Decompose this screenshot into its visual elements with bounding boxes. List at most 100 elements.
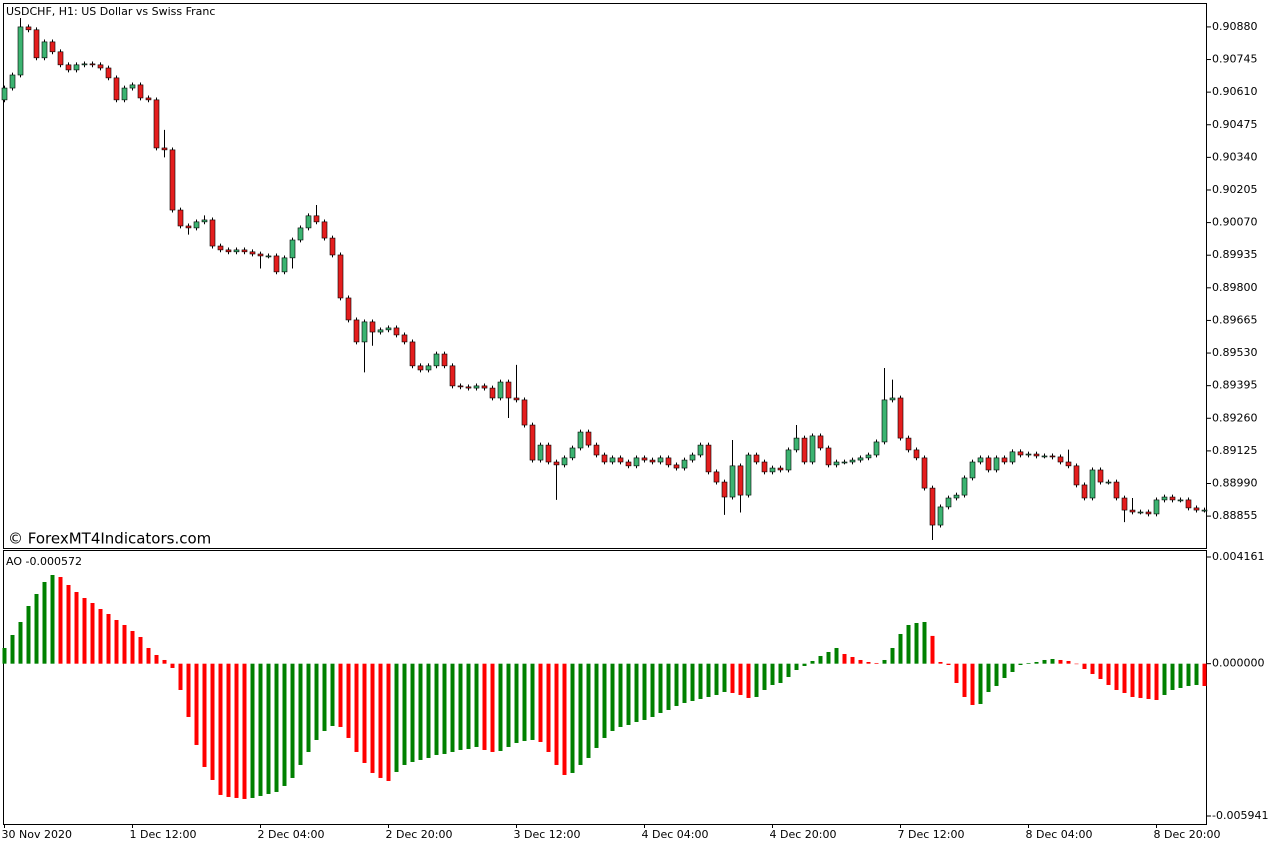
candle-body bbox=[17, 26, 24, 76]
ao-bar bbox=[698, 663, 703, 699]
ao-bar bbox=[554, 663, 559, 765]
candle-body bbox=[185, 225, 192, 229]
ao-bar bbox=[1026, 662, 1031, 664]
ao-bar bbox=[346, 663, 351, 738]
ao-bar bbox=[170, 663, 175, 668]
candle-body bbox=[561, 457, 568, 466]
ao-bar bbox=[490, 663, 495, 752]
y-tick-label: 0.90205 bbox=[1212, 183, 1258, 196]
candle-body bbox=[985, 457, 992, 471]
candle-body bbox=[281, 257, 288, 273]
candle-body bbox=[457, 385, 464, 388]
ao-bar bbox=[1018, 663, 1023, 665]
y-tick-label: 0.89935 bbox=[1212, 248, 1258, 261]
candle-body bbox=[241, 249, 248, 253]
ao-bar bbox=[938, 661, 943, 664]
ao-bar bbox=[498, 663, 503, 751]
ao-bar bbox=[162, 659, 167, 664]
candle-body bbox=[1169, 496, 1176, 501]
candle-body bbox=[945, 497, 952, 508]
candle-body bbox=[273, 255, 280, 273]
ao-bar bbox=[402, 663, 407, 765]
chart-title: USDCHF, H1: US Dollar vs Swiss Franc bbox=[6, 5, 215, 18]
x-tick-label: 8 Dec 20:00 bbox=[1154, 828, 1221, 841]
candle-body bbox=[321, 221, 328, 239]
ao-bar bbox=[778, 663, 783, 683]
ao-bar bbox=[618, 663, 623, 727]
candle-body bbox=[417, 365, 424, 371]
ao-bar bbox=[138, 636, 143, 664]
ao-bar bbox=[234, 663, 239, 798]
candle-body bbox=[441, 353, 448, 367]
ao-bar bbox=[1066, 660, 1071, 664]
candle-body bbox=[817, 435, 824, 449]
candle-body bbox=[465, 386, 472, 389]
ao-bar bbox=[482, 663, 487, 750]
candle-body bbox=[257, 253, 264, 257]
candle-body bbox=[569, 447, 576, 459]
ao-bar bbox=[1034, 661, 1039, 664]
candle-body bbox=[401, 334, 408, 343]
ao-bar bbox=[642, 663, 647, 720]
ao-bar bbox=[874, 662, 879, 664]
ao-bar bbox=[74, 591, 79, 664]
ao-bar bbox=[1170, 663, 1175, 690]
candle-body bbox=[977, 457, 984, 463]
y-tick-label: 0.90745 bbox=[1212, 53, 1258, 66]
ao-bar bbox=[858, 659, 863, 664]
ao-bar bbox=[802, 663, 807, 666]
candle-body bbox=[153, 99, 160, 149]
candle-body bbox=[193, 221, 200, 229]
ao-bar bbox=[362, 663, 367, 763]
candle-body bbox=[145, 97, 152, 101]
y-tick-label: 0.000000 bbox=[1212, 657, 1265, 670]
candle-body bbox=[961, 477, 968, 496]
y-tick-label: 0.88990 bbox=[1212, 476, 1258, 489]
candle-body bbox=[729, 465, 736, 498]
candle-body bbox=[761, 461, 768, 473]
ao-bar bbox=[266, 663, 271, 794]
ao-bar bbox=[762, 663, 767, 690]
candle-body bbox=[1137, 511, 1144, 514]
candle-body bbox=[505, 381, 512, 399]
ao-bar bbox=[786, 663, 791, 677]
ao-bar bbox=[1162, 663, 1167, 695]
ao-bar bbox=[626, 663, 631, 725]
candle-body bbox=[361, 321, 368, 343]
ao-bar bbox=[1146, 663, 1151, 699]
candle-body bbox=[1065, 461, 1072, 467]
ao-bar bbox=[562, 663, 567, 775]
ao-bar bbox=[306, 663, 311, 752]
ao-bar bbox=[378, 663, 383, 778]
ao-bar bbox=[314, 663, 319, 740]
candle-body bbox=[545, 444, 552, 463]
ao-bar bbox=[250, 663, 255, 798]
candle-body bbox=[785, 449, 792, 471]
candle-body bbox=[1201, 509, 1208, 512]
candle-body bbox=[697, 444, 704, 456]
ao-bar bbox=[842, 653, 847, 664]
candle-body bbox=[177, 209, 184, 227]
ao-bar bbox=[1098, 663, 1103, 679]
candle-body bbox=[265, 255, 272, 258]
ao-bar bbox=[538, 663, 543, 742]
ao-bar bbox=[970, 663, 975, 705]
ao-bar bbox=[666, 663, 671, 710]
ao-bar bbox=[1050, 658, 1055, 664]
ao-bar bbox=[450, 663, 455, 752]
ao-bar bbox=[922, 621, 927, 664]
ao-bar bbox=[442, 663, 447, 754]
y-tick-label: 0.89395 bbox=[1212, 379, 1258, 392]
ao-bar bbox=[1058, 659, 1063, 664]
ao-bar bbox=[322, 663, 327, 731]
candle-body bbox=[1, 87, 8, 101]
candle-body bbox=[1161, 496, 1168, 501]
candle-body bbox=[641, 457, 648, 461]
candle-body bbox=[337, 254, 344, 299]
candle-body bbox=[225, 249, 232, 253]
candle-body bbox=[657, 457, 664, 463]
ao-bar bbox=[194, 663, 199, 745]
candle-body bbox=[329, 237, 336, 256]
candle-body bbox=[65, 64, 72, 71]
x-tick-label: 2 Dec 20:00 bbox=[386, 828, 453, 841]
